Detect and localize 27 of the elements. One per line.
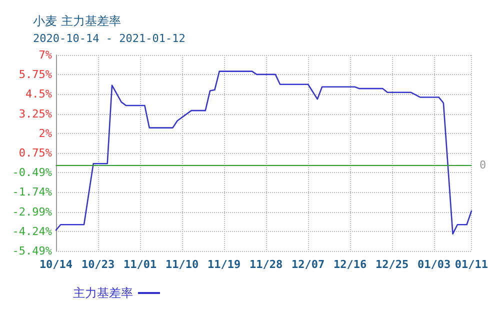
y-tick-label: 5.75% bbox=[18, 68, 52, 82]
y-tick-label: 0.75% bbox=[18, 146, 52, 160]
ref-line-label: 0 bbox=[479, 158, 486, 172]
y-tick-label: -1.74% bbox=[12, 186, 52, 199]
y-tick-label: 3.25% bbox=[18, 107, 52, 120]
y-tick-label: 2% bbox=[38, 126, 52, 140]
x-tick-label: 10/23 bbox=[81, 258, 115, 271]
x-tick-label: 12/07 bbox=[292, 258, 325, 271]
y-tick-label: -2.99% bbox=[12, 205, 52, 218]
x-tick-label: 12/25 bbox=[376, 258, 409, 271]
y-tick-label: 4.5% bbox=[26, 88, 52, 101]
x-tick-label: 11/28 bbox=[249, 258, 283, 271]
y-tick-label: -4.24% bbox=[12, 224, 52, 238]
x-tick-label: 11/19 bbox=[207, 258, 241, 271]
x-tick-label: 11/10 bbox=[165, 258, 199, 271]
x-tick-label: 12/16 bbox=[334, 258, 368, 271]
x-tick-label: 01/11 bbox=[454, 258, 488, 271]
chart-subtitle: 2020-10-14 - 2021-01-12 bbox=[33, 32, 186, 45]
line-series bbox=[55, 70, 472, 235]
x-tick-label: 01/03 bbox=[418, 258, 451, 271]
x-tick-label: 11/01 bbox=[123, 258, 157, 271]
x-tick-label: 10/14 bbox=[39, 258, 73, 271]
y-tick-label: 7% bbox=[38, 48, 52, 62]
legend-label: 主力基差率 bbox=[73, 286, 133, 300]
y-tick-label: -5.49% bbox=[12, 244, 52, 258]
y-tick-label: -0.49% bbox=[12, 166, 52, 180]
chart-title: 小麦 主力基差率 bbox=[33, 14, 121, 28]
